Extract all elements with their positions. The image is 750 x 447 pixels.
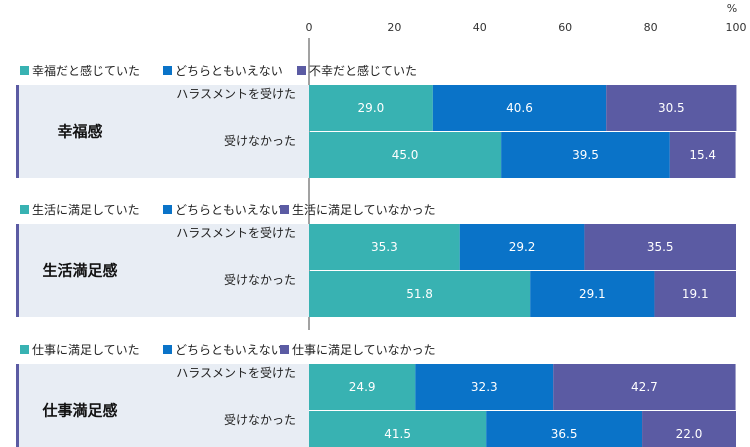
- legend-label: 不幸だと感じていた: [309, 63, 417, 78]
- group-accent-bar: [16, 85, 19, 178]
- bar-value-label: 29.0: [358, 101, 385, 115]
- bar-segment: [584, 224, 736, 270]
- category-label: 受けなかった: [224, 134, 296, 148]
- x-tick-label: 40: [473, 21, 487, 34]
- bar-segment: [606, 85, 737, 131]
- bar-segment: [309, 132, 502, 178]
- x-tick-label: 80: [644, 21, 658, 34]
- unit-label: %: [727, 2, 737, 15]
- legend-swatch: [20, 66, 29, 75]
- legend-swatch: [163, 205, 172, 214]
- x-tick-label: 20: [387, 21, 401, 34]
- legend-label: どちらともいえない: [175, 203, 283, 217]
- bar-value-label: 35.5: [647, 240, 674, 254]
- group-title: 仕事満足感: [41, 402, 117, 420]
- legend-label: 生活に満足していなかった: [292, 203, 436, 217]
- bar-value-label: 22.0: [676, 427, 703, 441]
- group-band: [16, 85, 309, 178]
- group-title: 生活満足感: [42, 262, 117, 280]
- bar-segment: [309, 224, 460, 270]
- legend-label: 仕事に満足していなかった: [292, 343, 436, 357]
- x-tick-label: 0: [306, 21, 313, 34]
- group-accent-bar: [16, 224, 19, 317]
- bar-value-label: 42.7: [631, 380, 658, 394]
- bar-value-label: 24.9: [349, 380, 376, 394]
- bar-segment: [654, 271, 736, 317]
- group-band: [16, 224, 309, 317]
- bar-value-label: 39.5: [572, 148, 599, 162]
- legend-swatch: [297, 66, 306, 75]
- legend-swatch: [20, 345, 29, 354]
- bar-value-label: 36.5: [551, 427, 578, 441]
- category-label: ハラスメントを受けた: [176, 226, 296, 240]
- bar-segment: [309, 411, 487, 447]
- bar-value-label: 35.3: [371, 240, 398, 254]
- bar-value-label: 41.5: [384, 427, 411, 441]
- bar-value-label: 40.6: [506, 101, 533, 115]
- bar-segment: [642, 411, 736, 447]
- bar-value-label: 19.1: [682, 287, 709, 301]
- bar-segment: [669, 132, 736, 178]
- bar-segment: [432, 85, 607, 131]
- bar-segment: [553, 364, 736, 410]
- legend-swatch: [163, 345, 172, 354]
- group-accent-bar: [16, 364, 19, 447]
- legend-label: 仕事に満足していた: [32, 343, 140, 357]
- category-label: 受けなかった: [224, 413, 296, 427]
- category-label: 受けなかった: [224, 273, 296, 287]
- bar-segment: [459, 224, 585, 270]
- category-label: ハラスメントを受けた: [176, 87, 296, 101]
- bar-segment: [501, 132, 670, 178]
- bar-value-label: 32.3: [471, 380, 498, 394]
- bar-segment: [309, 85, 433, 131]
- legend-swatch: [20, 205, 29, 214]
- bar-segment: [309, 271, 531, 317]
- bar-segment: [530, 271, 655, 317]
- group-title: 幸福感: [57, 123, 102, 141]
- x-tick-label: 60: [558, 21, 572, 34]
- bar-value-label: 51.8: [406, 287, 433, 301]
- legend-swatch: [280, 205, 289, 214]
- legend-label: 生活に満足していた: [32, 203, 140, 217]
- bar-value-label: 15.4: [689, 148, 716, 162]
- category-label: ハラスメントを受けた: [176, 366, 296, 380]
- bar-value-label: 29.2: [509, 240, 536, 254]
- bar-segment: [415, 364, 554, 410]
- legend-swatch: [280, 345, 289, 354]
- bar-segment: [309, 364, 416, 410]
- group-band: [16, 364, 309, 447]
- x-tick-label: 100: [726, 21, 747, 34]
- legend-label: どちらともいえない: [175, 64, 283, 78]
- bar-segment: [486, 411, 643, 447]
- bar-value-label: 30.5: [658, 101, 685, 115]
- legend-swatch: [163, 66, 172, 75]
- bar-value-label: 29.1: [579, 287, 606, 301]
- bar-value-label: 45.0: [392, 148, 419, 162]
- legend-label: どちらともいえない: [175, 343, 283, 357]
- legend-label: 幸福だと感じていた: [32, 63, 140, 78]
